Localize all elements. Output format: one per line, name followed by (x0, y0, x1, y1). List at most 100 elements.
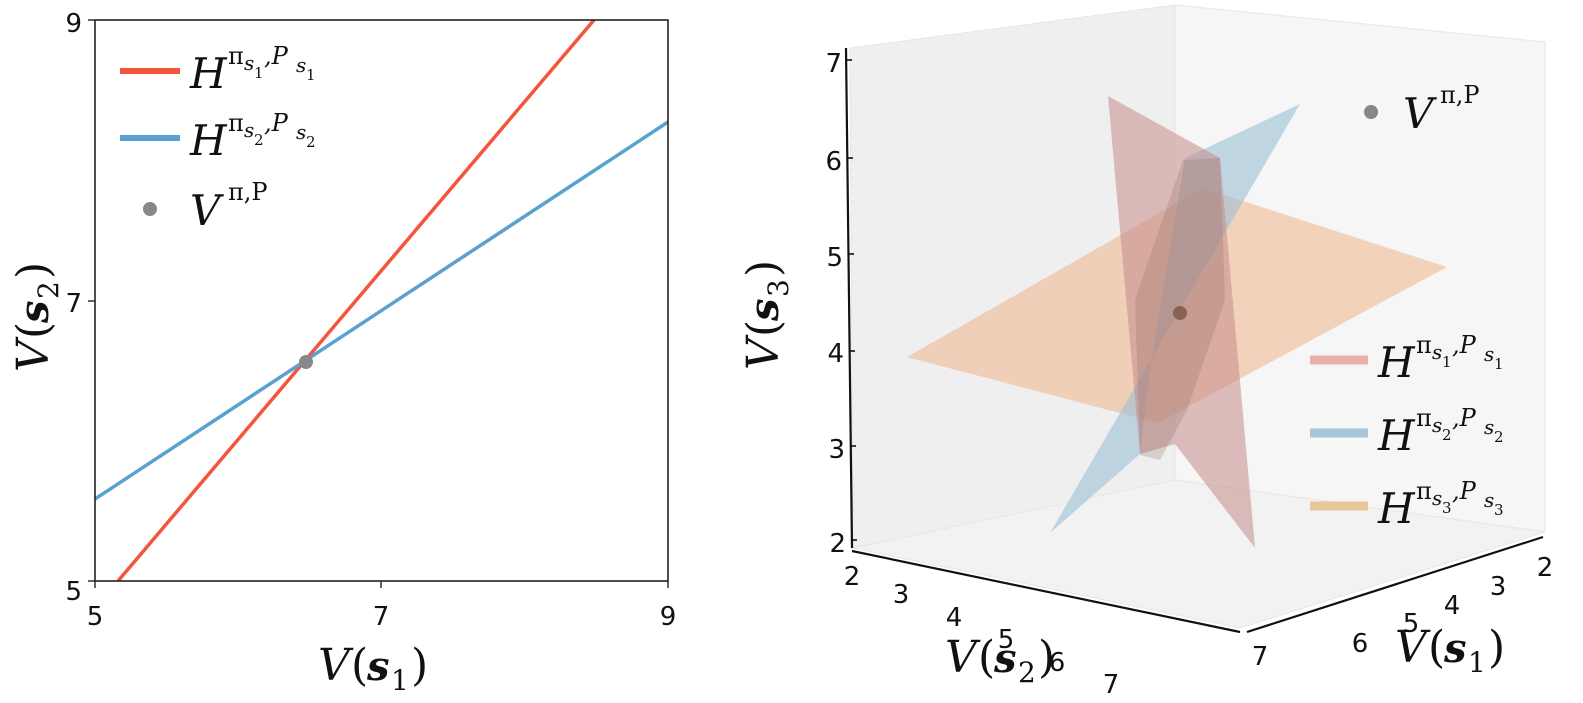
svg-text:3: 3 (762, 279, 795, 297)
legend-item-h-s1: H π s 1 ,P s 1 (120, 42, 316, 98)
svg-text:4: 4 (946, 603, 963, 633)
y-tick-9: 9 (65, 9, 82, 39)
v2-axis-label: V ( s 2 ) (945, 632, 1055, 689)
svg-text:s: s (1484, 415, 1494, 439)
svg-text:3: 3 (1494, 501, 1504, 519)
x-tick-9: 9 (660, 602, 677, 632)
svg-text:1: 1 (254, 64, 264, 82)
y-tick-5: 5 (65, 577, 82, 607)
svg-text:s: s (993, 635, 1017, 682)
svg-text:2: 2 (1018, 656, 1036, 689)
left-axes-frame (94, 19, 669, 582)
svg-text:,P: ,P (264, 109, 289, 137)
svg-text:2: 2 (306, 133, 316, 151)
svg-text:1: 1 (1494, 355, 1504, 373)
v2-ticks: 2 3 4 5 6 7 (844, 562, 1120, 700)
legend-item-h-s2: H π s 2 ,P s 2 (120, 109, 316, 165)
svg-text:s: s (1484, 488, 1494, 512)
svg-text:3: 3 (1442, 499, 1452, 517)
svg-text:V: V (318, 640, 354, 691)
x-tick-7: 7 (373, 602, 390, 632)
svg-text:V: V (190, 186, 224, 235)
left-plot: 5 7 9 5 7 9 V ( s 1 ) V ( s 2 ) H π s (8, 9, 676, 697)
svg-text:s: s (11, 300, 58, 324)
svg-text:H: H (189, 49, 228, 98)
svg-text:H: H (1377, 411, 1416, 460)
svg-text:): ) (411, 640, 428, 691)
svg-text:s: s (1484, 342, 1494, 366)
svg-text:H: H (189, 116, 228, 165)
v1-axis-label: V ( s 1 ) (1395, 622, 1505, 679)
line-h-s1 (116, 20, 596, 581)
point-v-pi-p (299, 355, 313, 369)
v2-axis (851, 549, 1241, 634)
svg-text:,P: ,P (1452, 477, 1477, 505)
svg-text:6: 6 (825, 147, 842, 177)
line-h-s2 (95, 120, 668, 501)
svg-text:s: s (244, 51, 254, 75)
svg-text:): ) (1038, 632, 1055, 683)
svg-text:(: ( (1428, 622, 1445, 673)
svg-text:3: 3 (828, 435, 845, 465)
svg-text:6: 6 (1049, 648, 1066, 678)
z-ticks: 7 6 5 4 3 2 (825, 49, 857, 559)
legend-item-h-s1-3d: H π s 1 ,P s 1 (1310, 331, 1504, 387)
svg-text:s: s (1432, 413, 1442, 437)
svg-text:): ) (738, 260, 789, 277)
svg-text:V: V (738, 334, 789, 370)
v1-axis (1246, 535, 1544, 634)
svg-text:(: ( (8, 322, 59, 339)
svg-text:): ) (1488, 622, 1505, 673)
svg-text:7: 7 (1103, 670, 1120, 700)
svg-text:4: 4 (1444, 591, 1461, 621)
svg-text:π,P: π,P (1440, 81, 1480, 109)
svg-text:s: s (244, 118, 254, 142)
svg-text:5: 5 (998, 625, 1015, 655)
right-plot-3d: 7 6 5 4 3 2 2 3 4 5 6 7 2 3 4 5 6 7 V (738, 4, 1554, 700)
svg-text:,P: ,P (1452, 404, 1477, 432)
svg-text:s: s (1443, 625, 1467, 672)
svg-text:(: ( (978, 632, 995, 683)
svg-text:6: 6 (1352, 629, 1369, 659)
svg-text:,P: ,P (1452, 331, 1477, 359)
legend-item-v-pi-p-3d: V π,P (1364, 81, 1480, 138)
y-tick-7: 7 (65, 289, 82, 319)
svg-text:π: π (1416, 477, 1432, 505)
svg-text:1: 1 (1468, 646, 1486, 679)
svg-text:V: V (945, 632, 981, 683)
svg-text:V: V (1395, 622, 1431, 673)
svg-text:4: 4 (827, 339, 844, 369)
svg-text:V: V (8, 336, 59, 372)
svg-text:3: 3 (893, 580, 910, 610)
svg-text:7: 7 (825, 49, 842, 79)
svg-text:π,P: π,P (228, 178, 268, 206)
svg-text:(: ( (738, 320, 789, 337)
v1-ticks: 2 3 4 5 6 7 (1252, 553, 1554, 672)
legend-item-h-s3-3d: H π s 3 ,P s 3 (1310, 477, 1504, 533)
svg-text:V: V (1403, 89, 1437, 138)
z-axis (844, 47, 854, 549)
legend-item-v-pi-p: V π,P (143, 178, 268, 235)
svg-text:s: s (296, 53, 306, 77)
svg-text:2: 2 (1537, 553, 1554, 583)
point-v-pi-p-3d (1173, 306, 1187, 320)
svg-text:2: 2 (1442, 426, 1452, 444)
svg-text:1: 1 (391, 664, 409, 697)
svg-text:3: 3 (1490, 572, 1507, 602)
svg-text:1: 1 (306, 66, 316, 84)
svg-text:π: π (1416, 331, 1432, 359)
left-legend: H π s 1 ,P s 1 H π s 2 ,P s 2 V π, (120, 42, 316, 235)
legend-item-h-s2-3d: H π s 2 ,P s 2 (1310, 404, 1504, 460)
svg-text:H: H (1377, 484, 1416, 533)
y-axis-label: V ( s 2 ) (8, 262, 65, 372)
svg-text:s: s (366, 643, 390, 690)
svg-text:s: s (296, 120, 306, 144)
svg-text:s: s (1432, 340, 1442, 364)
svg-text:(: ( (351, 640, 368, 691)
svg-text:,P: ,P (264, 42, 289, 70)
svg-text:): ) (8, 262, 59, 279)
svg-text:5: 5 (1403, 609, 1420, 639)
x-tick-5: 5 (87, 602, 104, 632)
svg-text:π: π (228, 42, 244, 70)
